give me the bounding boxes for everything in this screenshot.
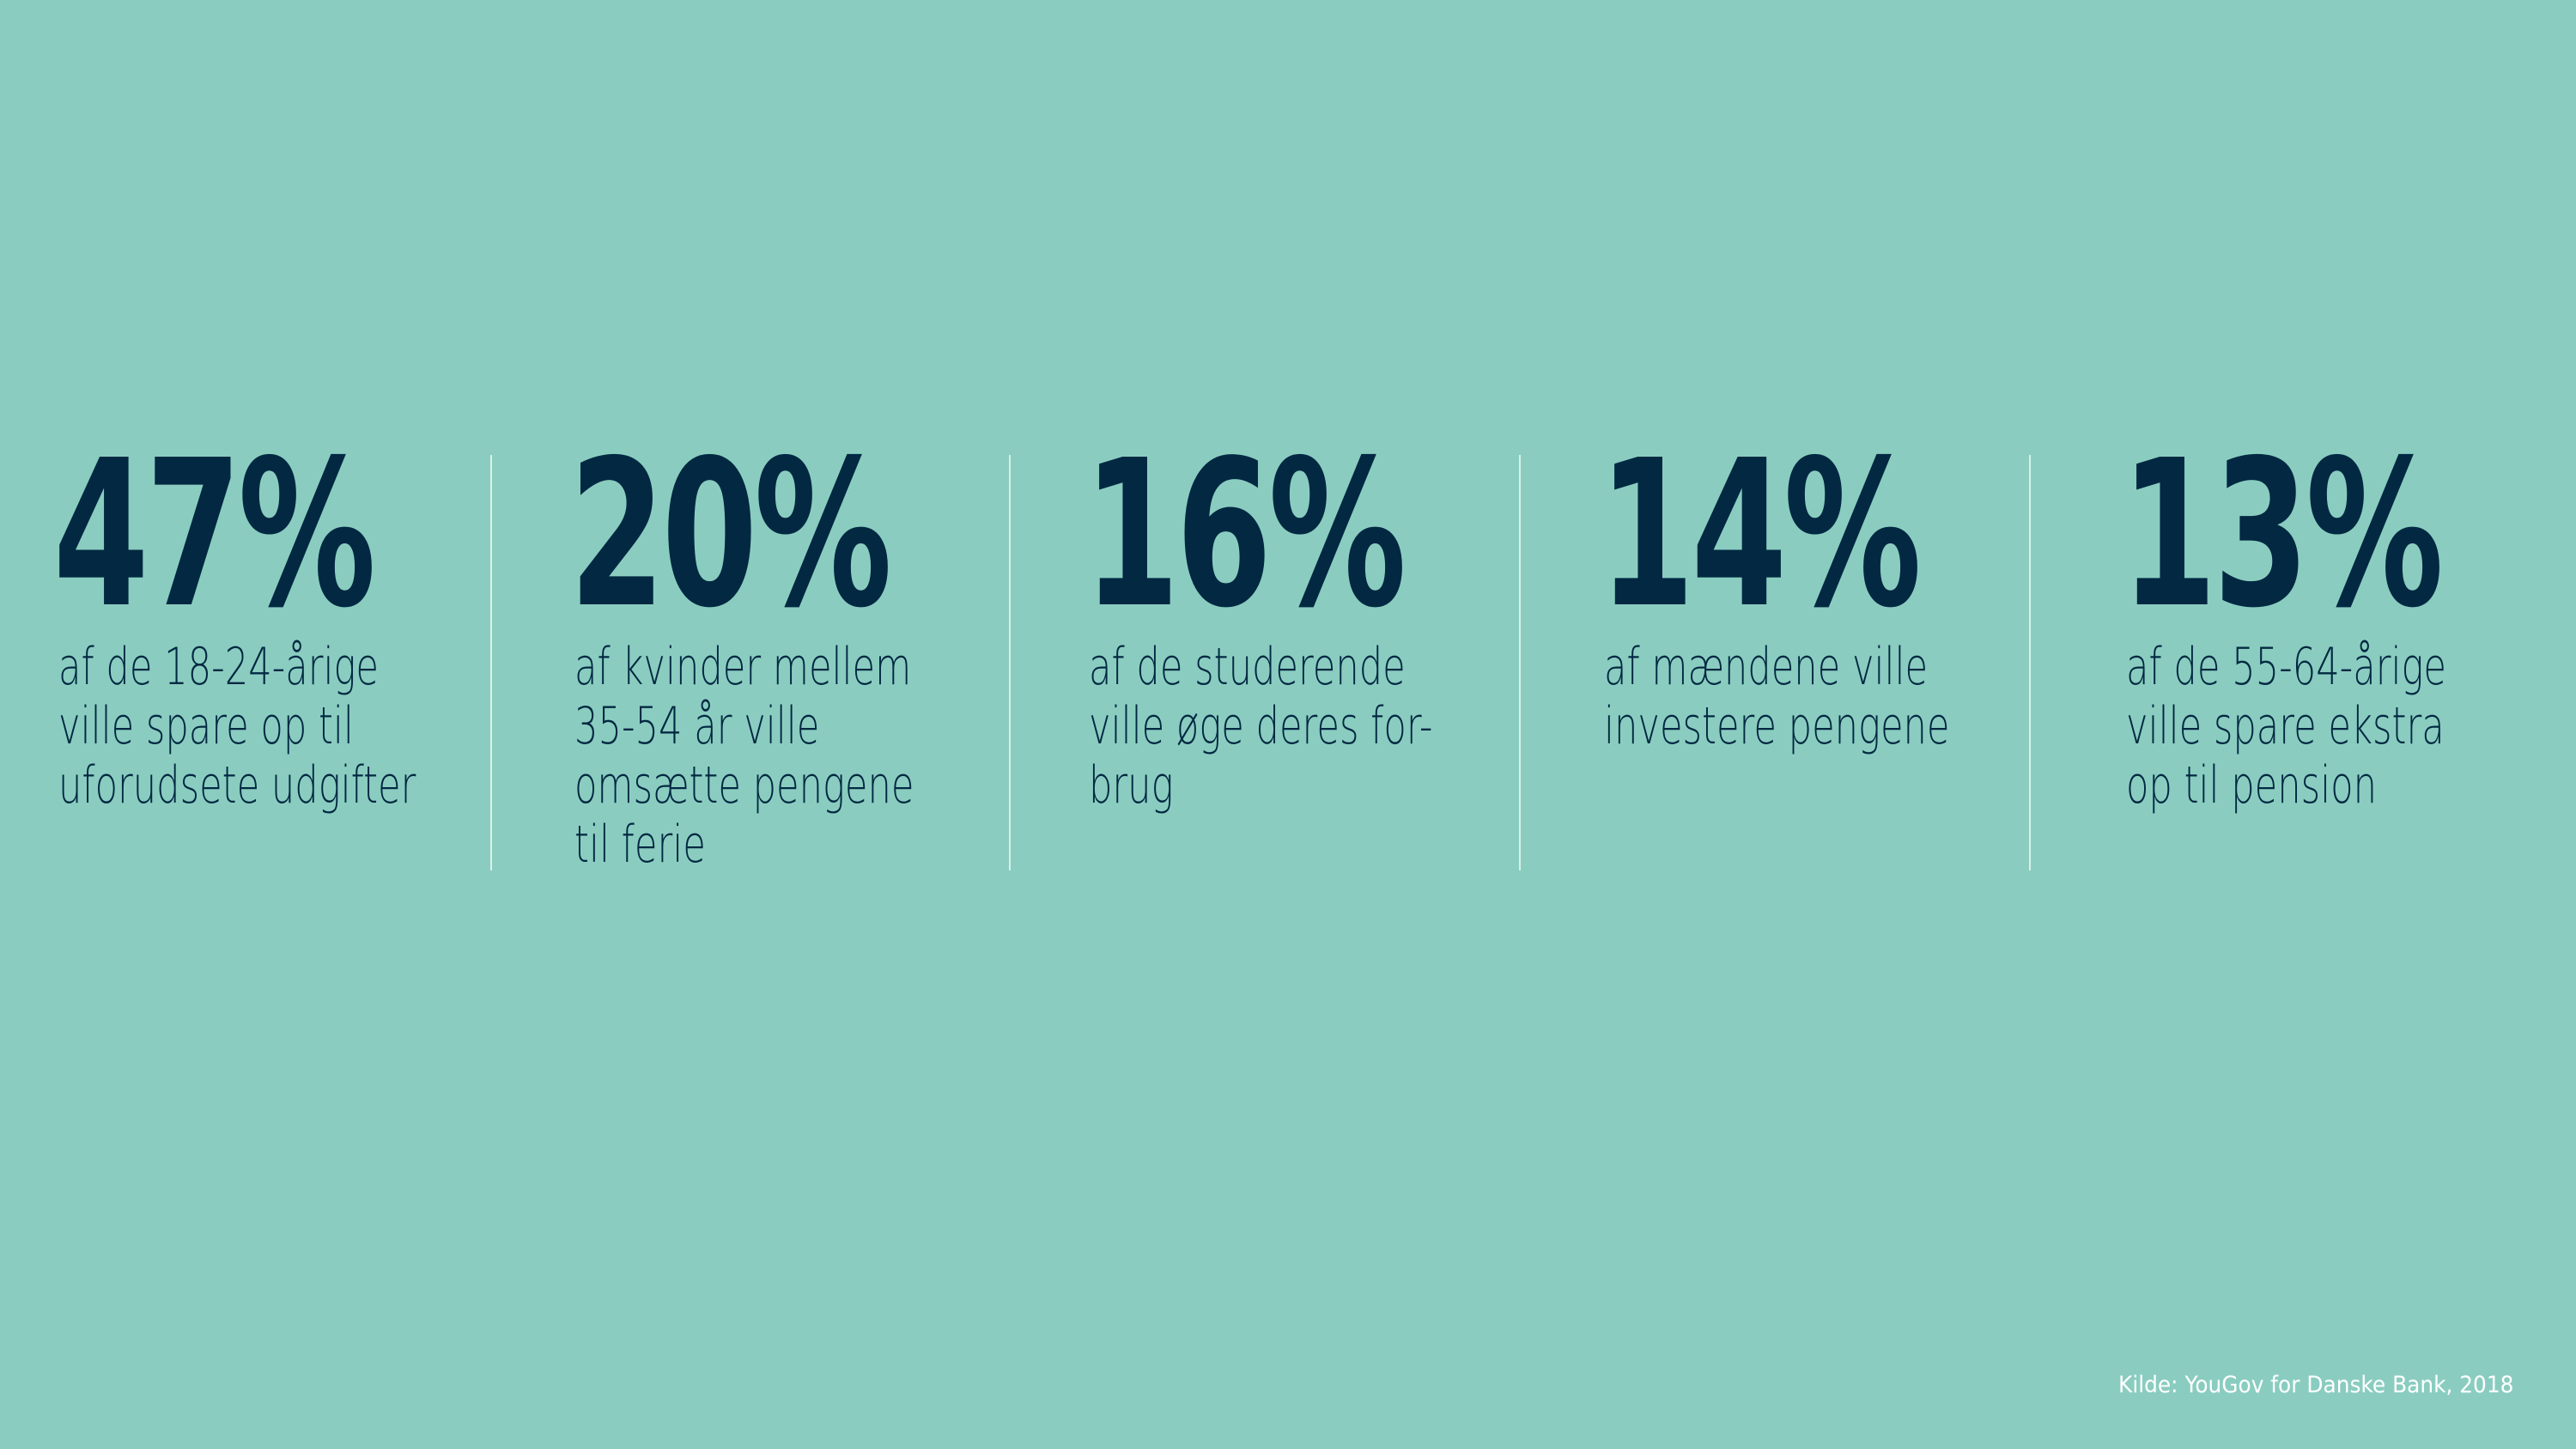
stat-block: 14% af mændene ville investere pengene [1599, 416, 2080, 756]
stat-value: 14% [1599, 416, 1922, 652]
stat-value: 13% [2121, 416, 2444, 652]
stat-description: af de 18-24-årige ville spare op til ufo… [58, 637, 416, 815]
stat-description: af kvinder mellem 35-54 år ville omsætte… [574, 637, 914, 875]
stat-block: 13% af de 55-64-årige ville spare ekstra… [2121, 416, 2576, 815]
stat-description: af de studerende ville øge deres for- br… [1089, 637, 1433, 815]
divider [1009, 455, 1011, 870]
divider [490, 455, 492, 870]
stat-block: 47% af de 18-24-årige ville spare op til… [53, 416, 534, 815]
divider [2029, 455, 2031, 870]
stat-value: 47% [53, 416, 376, 652]
stat-block: 16% af de studerende ville øge deres for… [1084, 416, 1564, 815]
stat-block: 20% af kvinder mellem 35-54 år ville oms… [569, 416, 1050, 875]
stat-description: af de 55-64-årige ville spare ekstra op … [2126, 637, 2447, 815]
divider [1519, 455, 1521, 870]
stat-description: af mændene ville investere pengene [1604, 637, 1950, 756]
stat-value: 20% [569, 416, 892, 652]
stat-value: 16% [1084, 416, 1406, 652]
source-note: Kilde: YouGov for Danske Bank, 2018 [2117, 1372, 2513, 1398]
